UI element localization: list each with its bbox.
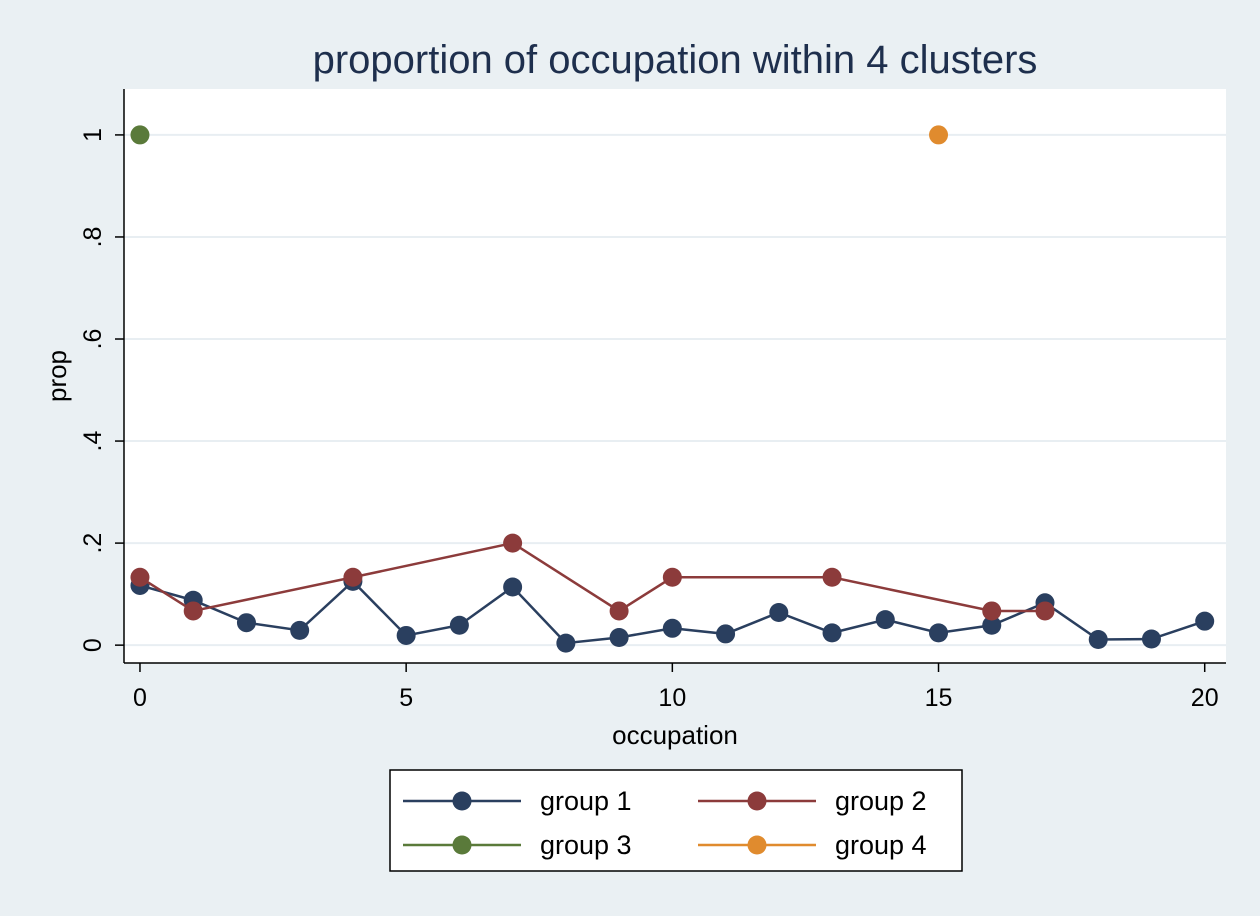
data-point: [236, 613, 256, 633]
data-point: [130, 125, 150, 145]
data-point: [875, 610, 895, 630]
legend-box: [389, 769, 963, 872]
data-point: [396, 625, 416, 645]
y-tick-label: 0: [79, 638, 107, 652]
legend-item: group 4: [698, 830, 927, 860]
data-point: [929, 125, 949, 145]
data-point: [1088, 630, 1108, 650]
data-point: [503, 577, 523, 597]
y-tick-label: 1: [79, 128, 107, 142]
data-point: [503, 533, 523, 553]
x-tick-label: 20: [1191, 684, 1219, 712]
legend-label: group 4: [835, 830, 927, 860]
y-tick-label: .6: [79, 329, 107, 350]
data-point: [1035, 601, 1055, 621]
legend: group 1 group 2 group 3 group 4: [389, 769, 963, 872]
data-point: [929, 623, 949, 643]
axes: [115, 89, 1226, 672]
legend-marker: [452, 835, 472, 855]
legend-marker: [747, 835, 767, 855]
legend-item: group 1: [403, 786, 632, 816]
data-point: [183, 601, 203, 621]
data-point: [822, 567, 842, 587]
x-tick-label: 0: [133, 684, 147, 712]
x-axis-label: occupation: [612, 720, 738, 750]
data-point: [982, 601, 1002, 621]
data-point: [1195, 611, 1215, 631]
data-point: [130, 567, 150, 587]
data-point: [662, 567, 682, 587]
chart-title: proportion of occupation within 4 cluste…: [313, 38, 1038, 82]
data-point: [343, 567, 363, 587]
legend-label: group 2: [835, 786, 927, 816]
y-tick-label: .4: [79, 431, 107, 452]
y-axis-label: prop: [42, 350, 72, 402]
legend-item: group 3: [403, 830, 632, 860]
legend-label: group 1: [540, 786, 632, 816]
data-point: [662, 618, 682, 638]
plot-area: [124, 89, 1226, 663]
data-point: [716, 624, 736, 644]
data-point: [449, 615, 469, 635]
data-point: [822, 623, 842, 643]
legend-marker: [452, 791, 472, 811]
data-point: [609, 601, 629, 621]
x-tick-label: 15: [925, 684, 953, 712]
data-point: [290, 620, 310, 640]
data-point: [556, 633, 576, 653]
legend-item: group 2: [698, 786, 927, 816]
data-point: [769, 602, 789, 622]
data-point: [982, 615, 1002, 635]
legend-marker: [747, 791, 767, 811]
tick-labels: 0.2.4.6.810 5 10 15 20: [79, 128, 1219, 712]
legend-label: group 3: [540, 830, 632, 860]
series-2: [130, 533, 1055, 621]
x-tick-label: 5: [399, 684, 413, 712]
series-layer: [130, 125, 1215, 653]
series-4: [929, 125, 949, 145]
data-point: [609, 627, 629, 647]
x-tick-label: 10: [658, 684, 686, 712]
data-point: [1141, 629, 1161, 649]
series-3: [130, 125, 150, 145]
y-tick-label: .2: [79, 533, 107, 554]
y-tick-label: .8: [79, 227, 107, 248]
grid-lines: [124, 133, 1226, 647]
